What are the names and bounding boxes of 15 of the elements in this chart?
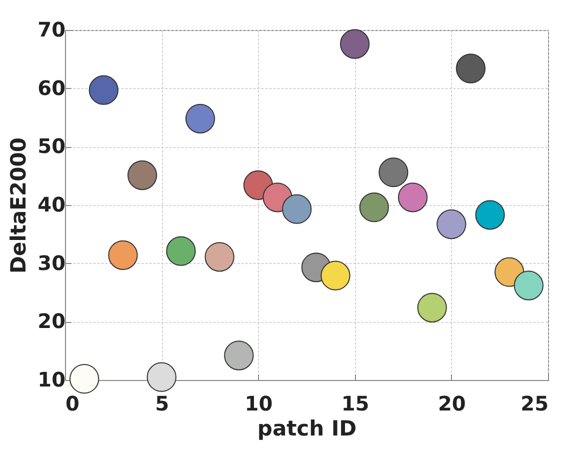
y-axis-title: DeltaE2000: [6, 138, 31, 274]
x-axis-title: patch ID: [257, 416, 357, 440]
x-tick-label: 0: [66, 392, 80, 416]
x-tick-label: 5: [155, 392, 170, 416]
y-tick-label: 20: [38, 309, 66, 334]
y-tick-label: 60: [38, 76, 66, 100]
x-tick-label: 15: [341, 392, 370, 416]
x-tick-label: 20: [438, 392, 466, 416]
x-tick-label: 25: [520, 392, 548, 416]
y-tick-label: 10: [38, 368, 66, 392]
y-tick-label: 70: [38, 18, 66, 42]
y-tick-label: 40: [38, 192, 66, 216]
y-tick-label: 50: [38, 134, 66, 158]
y-tick-label: 30: [38, 250, 66, 275]
x-tick-label: 10: [244, 392, 273, 416]
